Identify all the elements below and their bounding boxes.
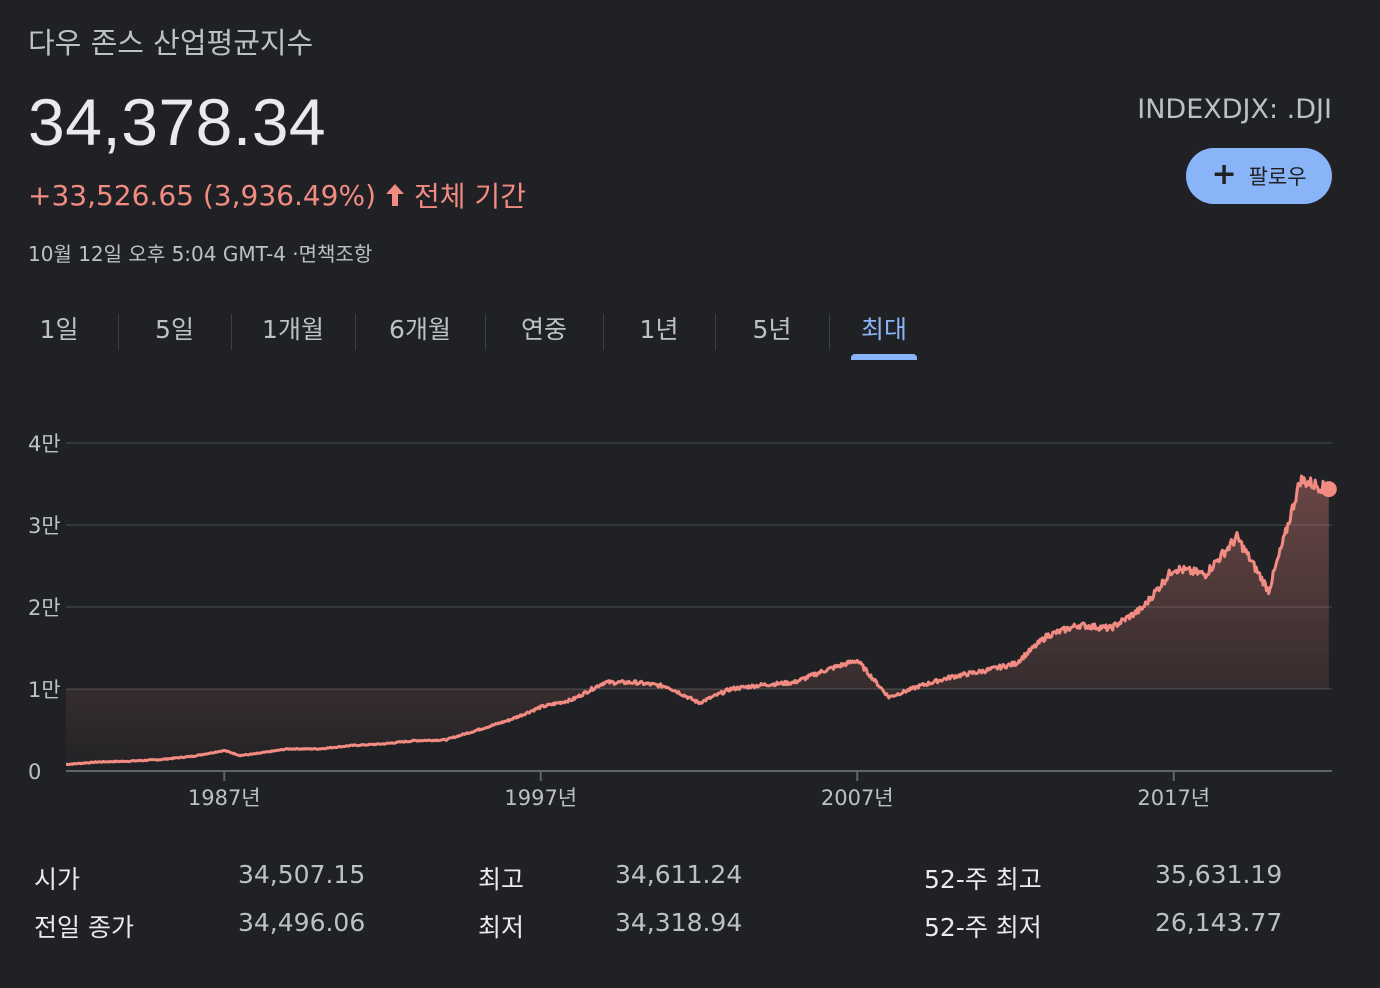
follow-button[interactable]: + 팔로우	[1186, 148, 1332, 204]
tab-ytd[interactable]: 연중	[520, 315, 567, 344]
current-price: 34,378.34	[28, 85, 327, 159]
arrow-up-icon	[386, 184, 405, 206]
stat-high-label: 최고	[478, 865, 525, 894]
stat-52w-high-value: 35,631.19	[1155, 860, 1283, 889]
timestamp-disclaimer: 10월 12일 오후 5:04 GMT-4 ·면책조항	[28, 242, 373, 266]
ticker-symbol: INDEXDJX: .DJI	[1137, 94, 1332, 125]
stat-52w-low-value: 26,143.77	[1155, 908, 1283, 937]
tab-6m[interactable]: 6개월	[389, 315, 451, 344]
page-title: 다우 존스 산업평균지수	[28, 26, 314, 60]
tab-divider	[118, 314, 119, 350]
tab-1d[interactable]: 1일	[39, 315, 79, 344]
x-tick-label: 2017년	[1137, 786, 1210, 810]
y-tick-label: 4만	[28, 432, 61, 456]
price-area	[66, 476, 1329, 765]
stat-low-label: 최저	[478, 913, 525, 942]
y-tick-label: 0	[28, 760, 41, 784]
y-tick-label: 2만	[28, 596, 61, 620]
stats-table: 시가 34,507.15 전일 종가 34,496.06 최고 34,611.2…	[0, 850, 1380, 960]
current-point	[1320, 481, 1337, 498]
change-period: 전체 기간	[414, 180, 526, 213]
tab-5y[interactable]: 5년	[752, 315, 792, 344]
stat-open-value: 34,507.15	[238, 860, 366, 889]
tab-5d[interactable]: 5일	[155, 315, 194, 344]
stat-high-value: 34,611.24	[615, 860, 743, 889]
x-tick-label: 1987년	[188, 786, 261, 810]
y-tick-label: 3만	[28, 514, 61, 538]
stat-prev-close-label: 전일 종가	[34, 913, 134, 942]
tab-divider	[231, 314, 232, 350]
follow-label: 팔로우	[1248, 165, 1307, 189]
price-line	[65, 474, 1331, 767]
stat-low-value: 34,318.94	[615, 908, 743, 937]
tab-divider	[603, 314, 604, 350]
change-value: +33,526.65 (3,936.49%)	[28, 178, 377, 212]
price-change: +33,526.65 (3,936.49%) 전체 기간	[28, 175, 526, 215]
y-tick-label: 1만	[28, 678, 61, 702]
stat-52w-high-label: 52-주 최고	[924, 865, 1042, 894]
stat-52w-low-label: 52-주 최저	[924, 913, 1042, 942]
x-tick-label: 1997년	[504, 786, 577, 810]
tab-divider	[355, 314, 356, 350]
stat-open-label: 시가	[34, 865, 81, 894]
x-tick-label: 2007년	[821, 786, 894, 810]
tab-max[interactable]: 최대	[829, 300, 939, 360]
tab-divider	[715, 314, 716, 350]
tab-divider	[485, 314, 486, 350]
tab-1y[interactable]: 1년	[639, 315, 679, 344]
plus-icon: +	[1211, 156, 1237, 192]
price-chart[interactable]: 0 1만 2만 3만 4만 1987년 1997년 2007년 2017년	[0, 400, 1380, 820]
tab-1m[interactable]: 1개월	[262, 315, 324, 344]
range-tabs: 1일 5일 1개월 6개월 연중 1년 5년 최대	[0, 300, 940, 360]
stat-prev-close-value: 34,496.06	[238, 908, 366, 937]
